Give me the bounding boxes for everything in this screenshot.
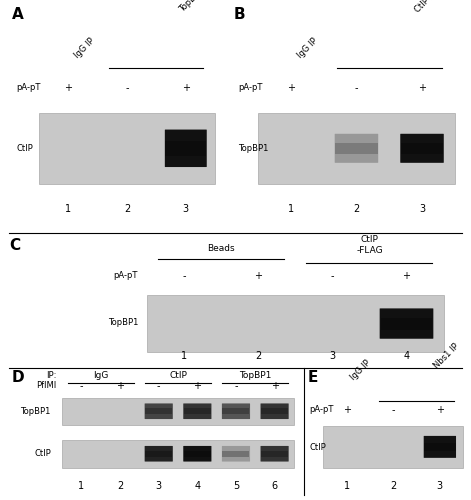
Bar bbox=[62, 440, 294, 468]
FancyBboxPatch shape bbox=[222, 404, 250, 419]
Text: 4: 4 bbox=[404, 351, 410, 361]
FancyBboxPatch shape bbox=[183, 404, 211, 419]
Text: CtIP IP: CtIP IP bbox=[413, 0, 439, 14]
FancyBboxPatch shape bbox=[165, 130, 207, 167]
Text: 3: 3 bbox=[183, 204, 189, 214]
Text: pA-pT: pA-pT bbox=[309, 406, 333, 414]
Text: +: + bbox=[271, 380, 278, 390]
Text: TopBP1: TopBP1 bbox=[108, 318, 138, 328]
Text: IgG IP: IgG IP bbox=[295, 36, 319, 60]
Text: TopBP1: TopBP1 bbox=[21, 407, 51, 416]
Bar bbox=[258, 113, 455, 184]
Text: 3: 3 bbox=[155, 481, 162, 491]
Text: 1: 1 bbox=[181, 351, 187, 361]
Text: -: - bbox=[331, 271, 334, 281]
Text: D: D bbox=[11, 370, 24, 385]
Text: B: B bbox=[233, 8, 245, 22]
Text: -FLAG: -FLAG bbox=[356, 246, 383, 256]
Text: -: - bbox=[234, 380, 238, 390]
Text: 1: 1 bbox=[65, 204, 72, 214]
Bar bbox=[62, 398, 294, 425]
Text: IgG: IgG bbox=[93, 370, 108, 380]
Text: TopBP1 IP: TopBP1 IP bbox=[178, 0, 212, 14]
Bar bbox=[222, 450, 250, 457]
Bar bbox=[401, 142, 443, 154]
Text: TopBP1: TopBP1 bbox=[238, 144, 268, 153]
Text: pA-pT: pA-pT bbox=[238, 84, 262, 92]
Text: +: + bbox=[287, 83, 295, 93]
Bar bbox=[39, 113, 215, 184]
Text: IgG IP: IgG IP bbox=[348, 358, 372, 382]
Text: 1: 1 bbox=[288, 204, 294, 214]
Text: pA-pT: pA-pT bbox=[16, 84, 41, 92]
Text: 3: 3 bbox=[419, 204, 425, 214]
Text: 3: 3 bbox=[437, 481, 443, 491]
Text: 1: 1 bbox=[78, 481, 85, 491]
Text: 5: 5 bbox=[233, 481, 239, 491]
FancyBboxPatch shape bbox=[222, 446, 250, 462]
Text: pA-pT: pA-pT bbox=[114, 271, 138, 280]
Text: IP:: IP: bbox=[46, 370, 57, 380]
Text: Beads: Beads bbox=[207, 244, 235, 253]
Text: Nbs1 IP: Nbs1 IP bbox=[432, 342, 461, 370]
Text: 2: 2 bbox=[390, 481, 397, 491]
Text: PflMI: PflMI bbox=[36, 381, 57, 390]
Text: 6: 6 bbox=[271, 481, 278, 491]
Bar bbox=[323, 426, 463, 468]
FancyBboxPatch shape bbox=[183, 446, 211, 462]
Text: 3: 3 bbox=[329, 351, 335, 361]
Text: 1: 1 bbox=[343, 481, 349, 491]
Text: IgG IP: IgG IP bbox=[73, 36, 96, 60]
Text: -: - bbox=[80, 380, 83, 390]
Text: CtIP: CtIP bbox=[169, 370, 187, 380]
FancyBboxPatch shape bbox=[424, 436, 456, 458]
Text: CtIP: CtIP bbox=[360, 235, 378, 244]
Text: +: + bbox=[436, 405, 444, 415]
Bar bbox=[222, 408, 250, 414]
Text: -: - bbox=[355, 83, 358, 93]
Text: +: + bbox=[182, 83, 190, 93]
Text: 4: 4 bbox=[194, 481, 201, 491]
Bar bbox=[165, 141, 206, 156]
Text: CtIP: CtIP bbox=[309, 443, 326, 452]
Bar bbox=[147, 295, 444, 352]
Text: 2: 2 bbox=[353, 204, 359, 214]
Text: +: + bbox=[254, 271, 262, 281]
Text: +: + bbox=[342, 405, 350, 415]
Text: +: + bbox=[194, 380, 201, 390]
Bar bbox=[335, 142, 378, 154]
Text: E: E bbox=[308, 370, 318, 385]
Text: -: - bbox=[157, 380, 161, 390]
Text: +: + bbox=[418, 83, 426, 93]
Text: +: + bbox=[403, 271, 411, 281]
Text: 2: 2 bbox=[124, 204, 130, 214]
Text: C: C bbox=[10, 238, 21, 252]
FancyBboxPatch shape bbox=[335, 134, 378, 163]
Text: -: - bbox=[182, 271, 186, 281]
FancyBboxPatch shape bbox=[400, 134, 444, 163]
Text: A: A bbox=[12, 8, 24, 22]
FancyBboxPatch shape bbox=[380, 308, 433, 338]
FancyBboxPatch shape bbox=[145, 404, 173, 419]
FancyBboxPatch shape bbox=[145, 446, 173, 462]
Bar bbox=[184, 408, 211, 414]
Bar bbox=[381, 318, 432, 330]
Text: CtIP: CtIP bbox=[16, 144, 33, 153]
Text: -: - bbox=[125, 83, 129, 93]
FancyBboxPatch shape bbox=[260, 446, 289, 462]
FancyBboxPatch shape bbox=[260, 404, 289, 419]
Text: TopBP1: TopBP1 bbox=[239, 370, 271, 380]
Text: +: + bbox=[116, 380, 124, 390]
Bar bbox=[145, 450, 172, 457]
Bar bbox=[261, 408, 288, 414]
Bar bbox=[261, 450, 288, 457]
Bar bbox=[424, 442, 456, 451]
Text: CtIP: CtIP bbox=[34, 449, 51, 458]
Text: +: + bbox=[65, 83, 73, 93]
Bar bbox=[145, 408, 172, 414]
Text: 2: 2 bbox=[117, 481, 123, 491]
Text: 2: 2 bbox=[255, 351, 261, 361]
Bar bbox=[184, 450, 211, 457]
Text: -: - bbox=[391, 405, 395, 415]
